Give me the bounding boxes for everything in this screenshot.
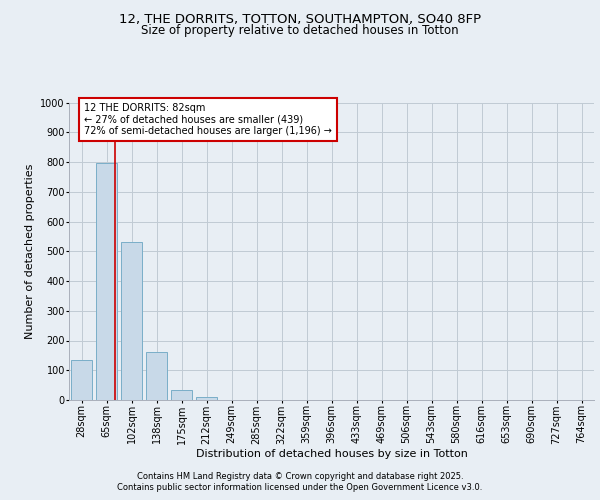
X-axis label: Distribution of detached houses by size in Totton: Distribution of detached houses by size … <box>196 449 467 459</box>
Text: 12 THE DORRITS: 82sqm
← 27% of detached houses are smaller (439)
72% of semi-det: 12 THE DORRITS: 82sqm ← 27% of detached … <box>84 102 332 136</box>
Y-axis label: Number of detached properties: Number of detached properties <box>25 164 35 339</box>
Text: 12, THE DORRITS, TOTTON, SOUTHAMPTON, SO40 8FP: 12, THE DORRITS, TOTTON, SOUTHAMPTON, SO… <box>119 12 481 26</box>
Bar <box>96 164 117 400</box>
Text: Size of property relative to detached houses in Totton: Size of property relative to detached ho… <box>141 24 459 37</box>
Text: Contains public sector information licensed under the Open Government Licence v3: Contains public sector information licen… <box>118 484 482 492</box>
Text: Contains HM Land Registry data © Crown copyright and database right 2025.: Contains HM Land Registry data © Crown c… <box>137 472 463 481</box>
Bar <box>121 242 142 400</box>
Bar <box>196 397 217 400</box>
Bar <box>171 390 192 400</box>
Bar <box>71 360 92 400</box>
Bar <box>146 352 167 400</box>
